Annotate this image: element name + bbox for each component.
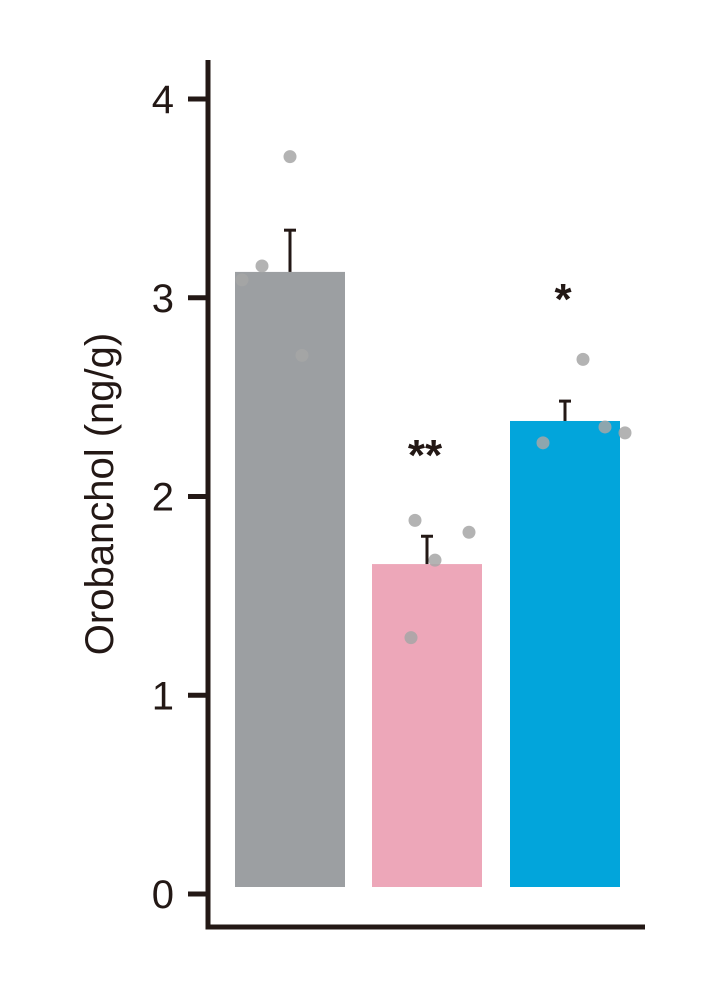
data-point [428,553,442,567]
y-tick-label: 0 [152,873,174,917]
bar [372,564,482,887]
data-point [235,273,249,287]
data-point [576,352,590,366]
y-tick-label: 4 [152,78,174,122]
data-point [283,150,297,164]
y-axis-title: Orobanchol (ng/g) [78,333,122,655]
y-tick-label: 2 [152,476,174,520]
data-point [618,426,632,440]
bar [235,271,345,888]
y-axis: 0 1 2 3 4 [152,60,211,929]
data-point [404,631,418,645]
data-point [536,436,550,450]
error-bars [284,228,571,565]
data-point [295,348,309,362]
y-tick-label: 3 [152,277,174,321]
significance-label: ** [408,431,443,480]
y-tick-label: 1 [152,674,174,718]
data-points [235,150,632,645]
data-point [255,259,269,273]
data-point [408,513,422,527]
bar [510,420,620,887]
bars [235,271,620,888]
data-point [462,525,476,539]
significance-label: * [554,275,572,324]
significance-markers: *** [408,275,573,480]
data-point [598,420,612,434]
